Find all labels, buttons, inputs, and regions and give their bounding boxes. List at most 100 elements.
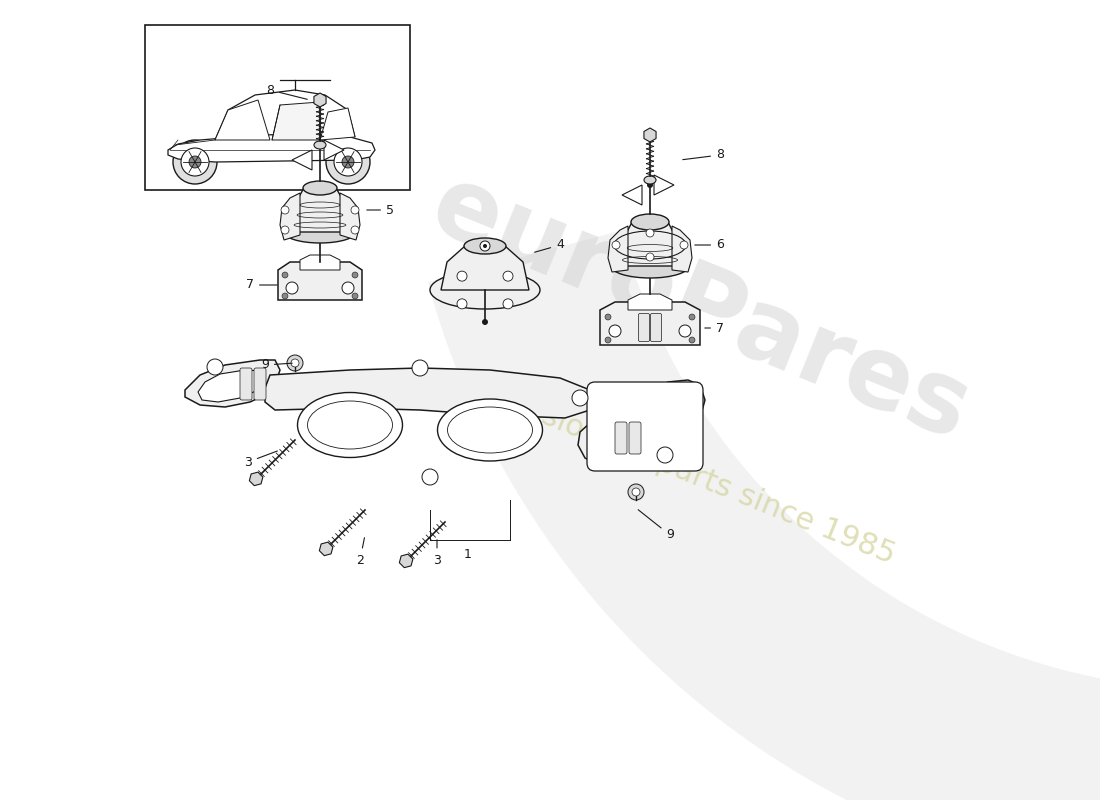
Ellipse shape bbox=[302, 181, 337, 195]
FancyBboxPatch shape bbox=[615, 422, 627, 454]
Ellipse shape bbox=[308, 401, 393, 449]
Circle shape bbox=[351, 206, 359, 214]
Circle shape bbox=[342, 156, 354, 168]
Ellipse shape bbox=[631, 214, 669, 230]
FancyBboxPatch shape bbox=[240, 368, 252, 400]
Text: 8: 8 bbox=[683, 149, 724, 162]
Ellipse shape bbox=[644, 176, 656, 184]
Circle shape bbox=[412, 360, 428, 376]
FancyBboxPatch shape bbox=[145, 25, 410, 190]
Text: euroPares: euroPares bbox=[417, 158, 983, 462]
Polygon shape bbox=[621, 185, 642, 205]
Circle shape bbox=[342, 282, 354, 294]
Circle shape bbox=[280, 206, 289, 214]
FancyBboxPatch shape bbox=[650, 314, 661, 342]
Text: 5: 5 bbox=[366, 203, 394, 217]
Circle shape bbox=[280, 226, 289, 234]
Text: 3: 3 bbox=[433, 540, 441, 566]
Polygon shape bbox=[340, 193, 360, 240]
Circle shape bbox=[482, 319, 488, 325]
Polygon shape bbox=[428, 230, 1100, 800]
Text: 7: 7 bbox=[246, 278, 277, 291]
Circle shape bbox=[646, 253, 654, 261]
Polygon shape bbox=[280, 193, 300, 240]
Circle shape bbox=[292, 359, 299, 367]
Ellipse shape bbox=[610, 254, 689, 278]
FancyBboxPatch shape bbox=[629, 422, 641, 454]
Polygon shape bbox=[608, 226, 628, 272]
Text: 9: 9 bbox=[638, 510, 674, 542]
Circle shape bbox=[503, 299, 513, 309]
Circle shape bbox=[480, 241, 490, 251]
Circle shape bbox=[287, 355, 303, 371]
Polygon shape bbox=[672, 226, 692, 272]
Circle shape bbox=[173, 140, 217, 184]
Circle shape bbox=[456, 299, 468, 309]
Circle shape bbox=[326, 140, 370, 184]
Circle shape bbox=[352, 272, 358, 278]
Ellipse shape bbox=[284, 221, 356, 243]
Text: 3: 3 bbox=[244, 451, 277, 469]
FancyBboxPatch shape bbox=[638, 314, 649, 342]
Ellipse shape bbox=[464, 238, 506, 254]
Ellipse shape bbox=[448, 407, 532, 453]
Polygon shape bbox=[214, 100, 270, 140]
Circle shape bbox=[352, 293, 358, 299]
Circle shape bbox=[483, 244, 487, 248]
Circle shape bbox=[609, 325, 622, 337]
Circle shape bbox=[689, 337, 695, 343]
Circle shape bbox=[605, 337, 610, 343]
Polygon shape bbox=[320, 108, 355, 140]
Ellipse shape bbox=[314, 141, 326, 149]
FancyBboxPatch shape bbox=[254, 368, 266, 400]
Text: 6: 6 bbox=[695, 238, 724, 251]
Text: a passion for parts since 1985: a passion for parts since 1985 bbox=[461, 370, 899, 570]
Ellipse shape bbox=[438, 399, 542, 461]
Circle shape bbox=[282, 272, 288, 278]
Polygon shape bbox=[290, 188, 350, 232]
Circle shape bbox=[632, 488, 640, 496]
Circle shape bbox=[572, 390, 588, 406]
Circle shape bbox=[647, 182, 653, 188]
Circle shape bbox=[456, 271, 468, 281]
Polygon shape bbox=[185, 360, 280, 407]
Polygon shape bbox=[399, 554, 412, 568]
Polygon shape bbox=[441, 246, 529, 290]
Polygon shape bbox=[314, 93, 326, 107]
Circle shape bbox=[282, 293, 288, 299]
Polygon shape bbox=[319, 542, 333, 556]
Circle shape bbox=[422, 469, 438, 485]
FancyBboxPatch shape bbox=[587, 382, 703, 471]
Ellipse shape bbox=[430, 271, 540, 309]
Text: 9: 9 bbox=[261, 358, 293, 371]
Polygon shape bbox=[265, 368, 590, 418]
Circle shape bbox=[680, 241, 688, 249]
Ellipse shape bbox=[297, 393, 403, 458]
Polygon shape bbox=[168, 134, 375, 162]
Circle shape bbox=[189, 156, 201, 168]
Circle shape bbox=[286, 282, 298, 294]
Polygon shape bbox=[578, 380, 705, 468]
Circle shape bbox=[689, 314, 695, 320]
Circle shape bbox=[351, 226, 359, 234]
Text: 1: 1 bbox=[464, 548, 472, 561]
Circle shape bbox=[182, 148, 209, 176]
Polygon shape bbox=[272, 102, 320, 140]
Circle shape bbox=[605, 314, 610, 320]
Polygon shape bbox=[644, 128, 656, 142]
Polygon shape bbox=[300, 255, 340, 270]
Text: 7: 7 bbox=[705, 322, 724, 334]
Polygon shape bbox=[600, 302, 700, 345]
Text: 4: 4 bbox=[535, 238, 564, 252]
Circle shape bbox=[612, 241, 620, 249]
Circle shape bbox=[628, 484, 643, 500]
Polygon shape bbox=[654, 175, 674, 195]
Circle shape bbox=[503, 271, 513, 281]
Circle shape bbox=[646, 229, 654, 237]
Text: 8: 8 bbox=[266, 83, 307, 99]
Polygon shape bbox=[250, 472, 263, 486]
Polygon shape bbox=[618, 222, 682, 266]
Polygon shape bbox=[628, 294, 672, 310]
Circle shape bbox=[657, 447, 673, 463]
Circle shape bbox=[207, 359, 223, 375]
